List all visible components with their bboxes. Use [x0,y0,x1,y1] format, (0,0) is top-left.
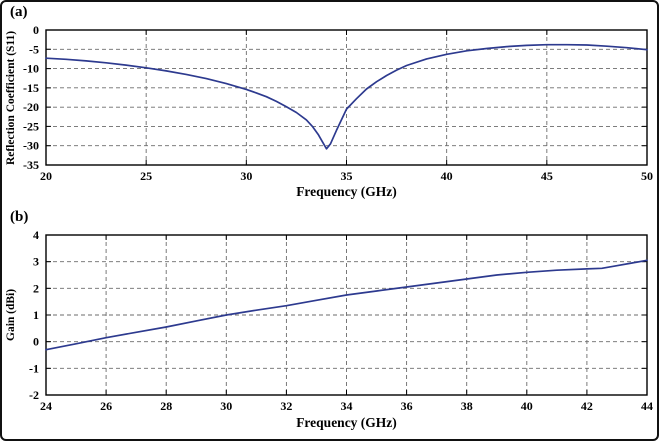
x-tick-label: 38 [461,399,473,413]
gain-chart: (b) Gain (dBi) 24 26 28 30 32 34 36 38 40 42 44 4 3 2… [2,207,657,439]
x-tick-label: 35 [341,169,353,183]
x-tick-label: 36 [401,399,413,413]
x-tick-label: 40 [441,169,453,183]
x-tick-label: 50 [641,169,653,183]
y-tick-label: 3 [33,255,39,269]
x-tick-label: 30 [240,169,252,183]
x-tick-label: 20 [40,169,52,183]
gain-x-axis-label: Frequency (GHz) [296,415,397,430]
x-tick-label: 45 [541,169,553,183]
panel-label-b: (b) [10,209,29,225]
gain-curve [45,259,648,351]
y-tick-label: -1 [29,361,39,375]
s11-plot: 20 25 30 35 40 45 50 0 -5 -10 -15 -20 -25 -30 -35 [23,23,653,183]
x-tick-label: 44 [641,399,653,413]
y-tick-label: -20 [23,100,39,114]
x-tick-label: 28 [160,399,172,413]
y-tick-label: -10 [23,62,39,76]
x-tick-label: 25 [140,169,152,183]
y-tick-label: 2 [33,281,39,295]
s11-curve [45,43,648,150]
x-tick-label: 42 [581,399,593,413]
panel-label-a: (a) [10,4,28,20]
x-tick-label: 40 [521,399,533,413]
x-tick-label: 32 [280,399,292,413]
s11-chart: (a) Reflection Coefficient (S11) 20 25 30 3… [2,2,657,207]
x-tick-label: 24 [40,399,52,413]
x-tick-label: 30 [220,399,232,413]
x-tick-label: 34 [341,399,353,413]
y-tick-label: -25 [23,119,39,133]
y-tick-label: 0 [33,335,39,349]
y-tick-label: -35 [23,158,39,172]
y-tick-label: -5 [29,42,39,56]
y-tick-label: -30 [23,139,39,153]
x-tick-label: 26 [100,399,112,413]
s11-x-axis-label: Frequency (GHz) [296,184,397,199]
y-tick-label: -15 [23,81,39,95]
y-tick-label: -2 [29,388,39,402]
y-tick-label: 1 [33,308,39,322]
y-tick-label: 4 [33,228,39,242]
y-tick-label: 0 [33,23,39,37]
